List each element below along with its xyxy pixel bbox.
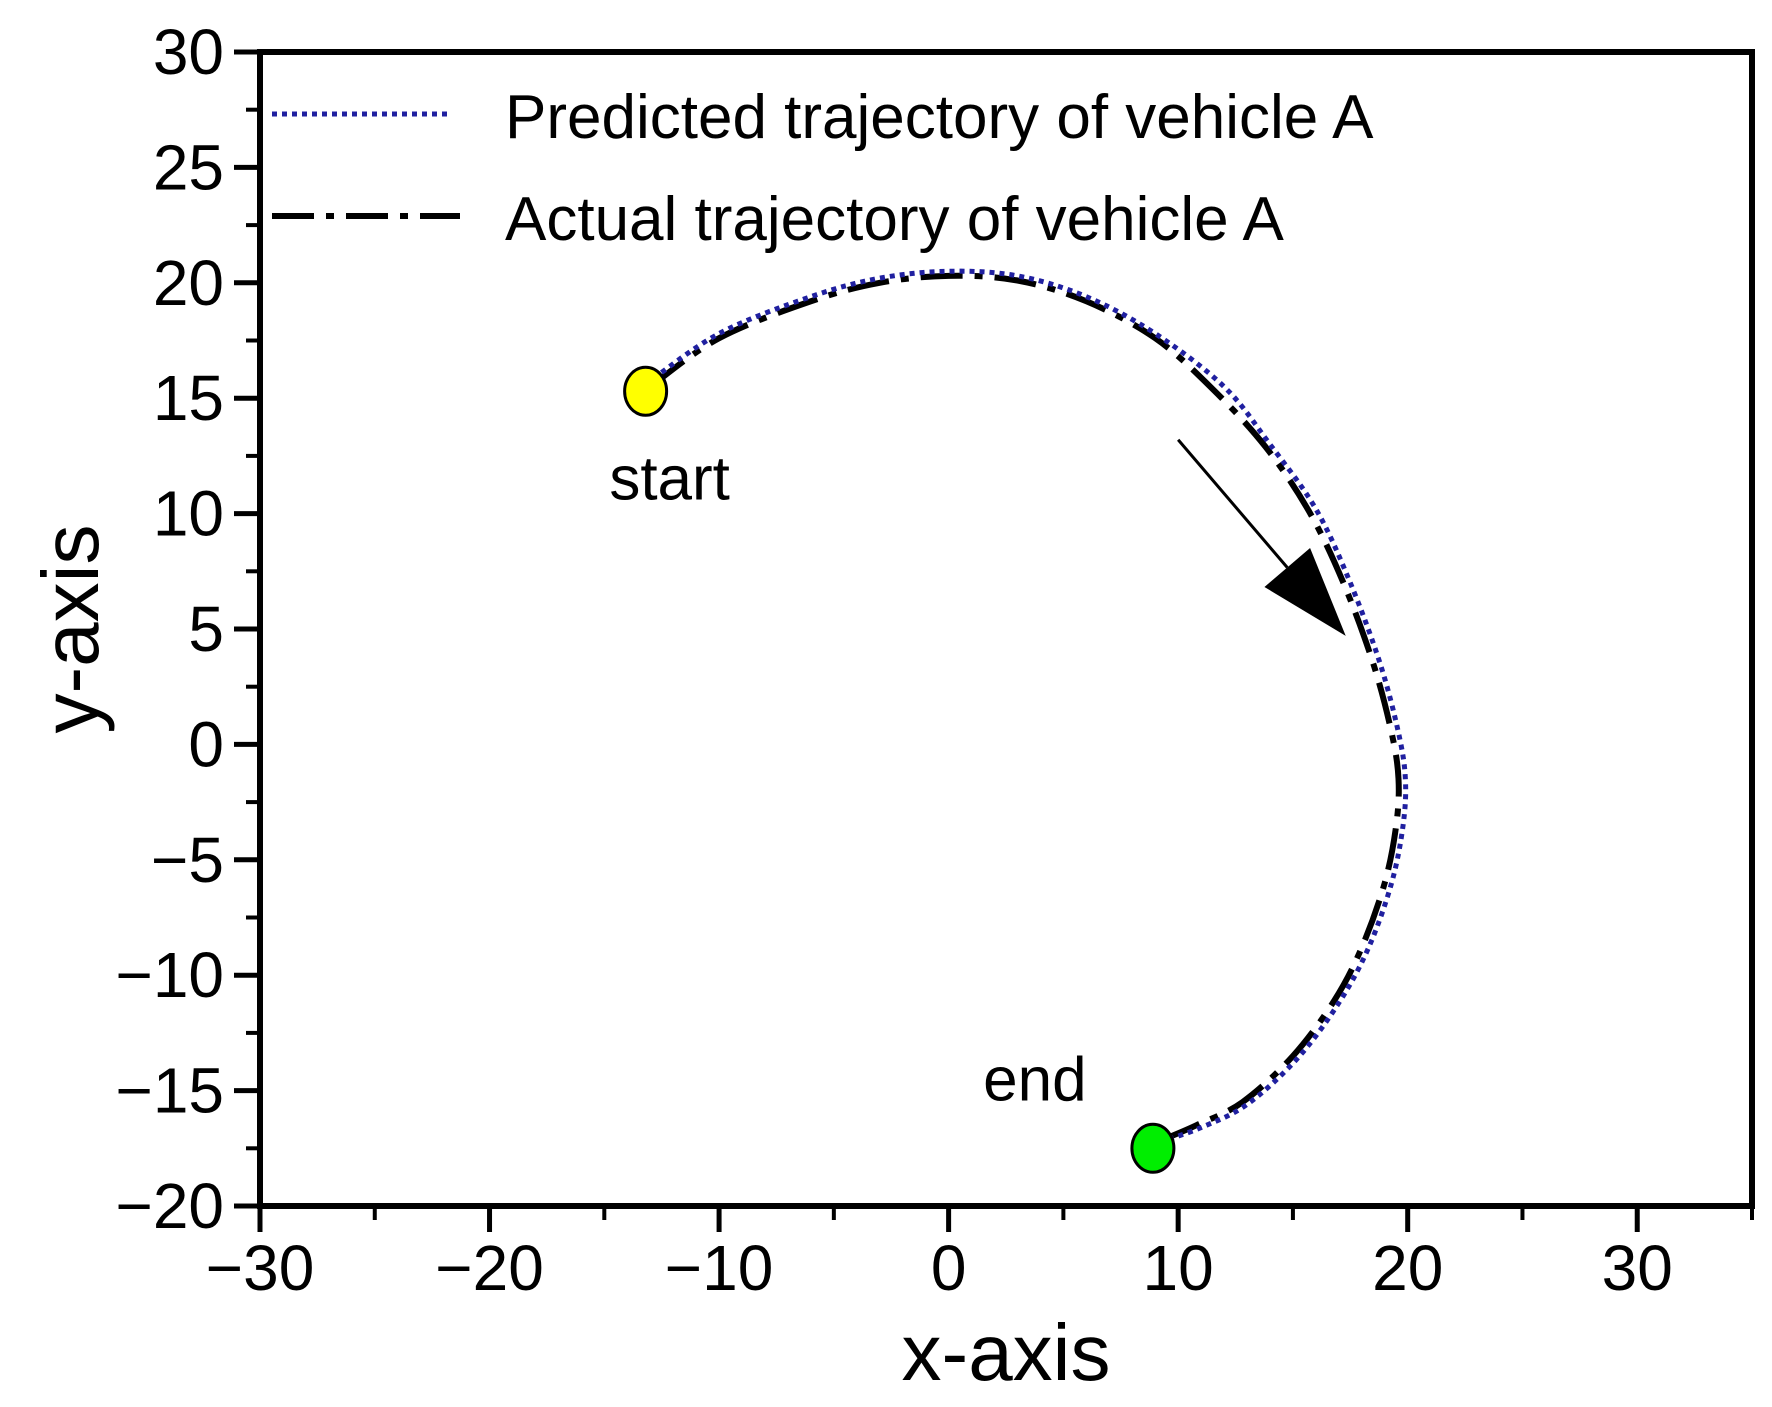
- x-axis-label: x-axis: [902, 1308, 1111, 1397]
- y-tick-label: 15: [153, 362, 224, 434]
- y-tick-label: 10: [153, 478, 224, 550]
- legend: Predicted trajectory of vehicle A Actual…: [272, 83, 1374, 254]
- x-tick-label: 0: [931, 1232, 967, 1304]
- y-tick-label: 20: [153, 247, 224, 319]
- y-tick-label: −15: [115, 1055, 224, 1127]
- x-tick-label: 10: [1143, 1232, 1214, 1304]
- plot-frame: [257, 49, 1755, 1209]
- y-axis-label: y-axis: [26, 525, 115, 734]
- y-tick-label: −5: [151, 824, 224, 896]
- legend-label-predicted: Predicted trajectory of vehicle A: [505, 83, 1374, 152]
- y-tick-label: 30: [153, 16, 224, 88]
- series-line-predicted: [644, 268, 1409, 1144]
- y-tick-label: −20: [115, 1170, 224, 1242]
- y-tick-label: −10: [115, 939, 224, 1011]
- y-tick-label: 0: [188, 708, 224, 780]
- x-tick-label: 20: [1372, 1232, 1443, 1304]
- x-tick-label: 30: [1602, 1232, 1673, 1304]
- start-marker: [623, 365, 669, 417]
- x-tick-label: −20: [435, 1232, 544, 1304]
- direction-arrow-head: [1264, 548, 1346, 636]
- end-marker: [1130, 1122, 1176, 1174]
- direction-arrow-shaft: [1177, 438, 1289, 569]
- plot-layer: [623, 268, 1409, 1174]
- y-tick-label: 5: [188, 593, 224, 665]
- series-line-actual: [648, 272, 1402, 1142]
- x-tick-label: −30: [206, 1232, 315, 1304]
- start-label: start: [609, 444, 730, 513]
- end-label: end: [983, 1045, 1086, 1114]
- legend-label-actual: Actual trajectory of vehicle A: [505, 185, 1284, 254]
- y-tick-label: 25: [153, 131, 224, 203]
- x-tick-label: −10: [665, 1232, 774, 1304]
